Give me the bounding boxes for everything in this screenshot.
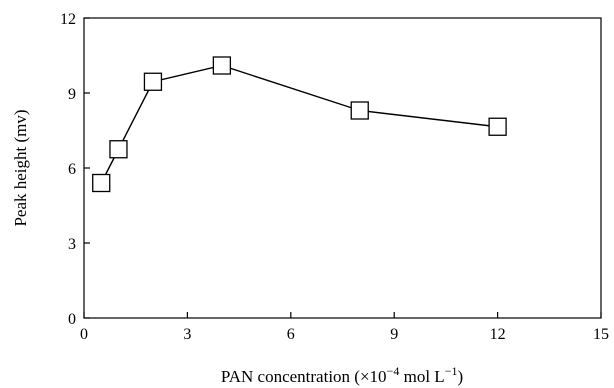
x-axis-ticks: 0 3 6 9 12 15 bbox=[80, 312, 609, 343]
x-axis-label-prefix: PAN concentration (×10 bbox=[221, 367, 387, 386]
y-tick-label: 6 bbox=[68, 161, 76, 178]
x-axis-label: PAN concentration (×10−4 mol L−1) bbox=[221, 364, 463, 386]
data-point-marker bbox=[143, 72, 163, 91]
data-point-marker bbox=[109, 140, 128, 159]
x-tick-label: 9 bbox=[390, 326, 398, 343]
plot-area: 0 3 6 9 12 15 0 3 6 9 12 bbox=[60, 11, 609, 343]
data-point-marker bbox=[350, 101, 369, 120]
x-axis-label-suffix: ) bbox=[457, 367, 463, 386]
y-axis-ticks: 0 3 6 9 12 bbox=[60, 11, 90, 328]
x-tick-label: 6 bbox=[287, 326, 295, 343]
x-tick-label: 12 bbox=[490, 326, 506, 343]
x-axis-label-exponent-2: −1 bbox=[445, 364, 458, 378]
data-point-marker bbox=[92, 173, 111, 193]
x-axis-label-unit: mol L bbox=[399, 367, 444, 386]
data-point-marker bbox=[212, 56, 232, 75]
y-tick-label: 3 bbox=[68, 236, 76, 253]
plot-frame bbox=[83, 17, 602, 319]
series-markers bbox=[92, 56, 507, 193]
x-axis-label-exponent-1: −4 bbox=[387, 364, 400, 378]
y-axis-label: Peak height (mv) bbox=[11, 109, 30, 226]
x-tick-label: 0 bbox=[80, 326, 88, 343]
y-tick-label: 0 bbox=[68, 311, 76, 328]
data-point-marker bbox=[488, 117, 507, 136]
x-tick-label: 3 bbox=[183, 326, 191, 343]
y-tick-label: 12 bbox=[60, 11, 76, 28]
x-tick-label: 15 bbox=[593, 326, 609, 343]
y-tick-label: 9 bbox=[68, 86, 76, 103]
